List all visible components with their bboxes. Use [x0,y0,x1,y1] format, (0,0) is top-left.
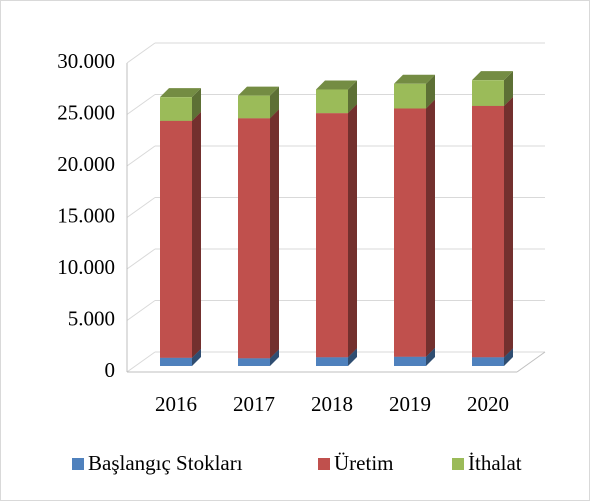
bar [316,357,348,366]
bar-side [270,86,279,119]
grid-line-side [126,42,156,64]
x-tick-label: 2017 [233,392,275,416]
bar [238,358,270,366]
grid-line-side [126,94,156,115]
legend-swatch [72,458,84,470]
bar-side [504,71,513,106]
x-tick-label: 2019 [389,392,431,416]
bar [238,118,270,359]
grid-line-side [126,197,156,218]
bar [160,357,192,366]
bar-side [348,80,357,114]
bar [472,80,504,106]
bar [316,113,348,358]
bar-side [270,349,279,366]
bar-side [192,348,201,366]
grid-line-side [126,145,156,167]
y-tick-label: 0 [105,358,116,382]
bar-side [504,96,513,358]
x-tick-label: 2016 [155,392,197,416]
grid-line-side [126,300,156,321]
x-tick-label: 2020 [467,392,509,416]
floor-edge [516,351,546,373]
y-tick-label: 20.000 [57,152,115,176]
bar-top [394,74,435,84]
legend-label: İthalat [468,451,522,475]
x-tick-label: 2018 [311,392,353,416]
y-tick-label: 25.000 [57,100,115,124]
y-tick-label: 5.000 [68,306,115,330]
y-tick-label: 15.000 [57,203,115,227]
y-tick-label: 10.000 [57,255,115,279]
bar-top [160,88,201,98]
bar-side [192,88,201,121]
bar [472,357,504,366]
bar [394,108,426,357]
bar-top [316,80,357,90]
bar [472,105,504,358]
bar [160,120,192,358]
legend-swatch [452,458,464,470]
bar-side [504,348,513,366]
legend-label: Üretim [334,451,393,475]
bar-side [270,109,279,359]
y-tick-label: 30.000 [57,49,115,73]
bar-top [238,86,279,96]
grid-line-side [126,248,156,270]
bar [160,97,192,121]
grid-line-side [126,351,156,373]
bar [316,89,348,114]
legend-label: Başlangıç Stokları [88,451,243,475]
bar [238,95,270,119]
legend-swatch [318,458,330,470]
bar-side [426,74,435,109]
bar-side [348,104,357,358]
bar-top [472,71,513,81]
bar-side [348,348,357,366]
bar-side [426,347,435,366]
bar-side [192,111,201,358]
bar [394,356,426,366]
bar-side [426,99,435,357]
bar [394,83,426,109]
